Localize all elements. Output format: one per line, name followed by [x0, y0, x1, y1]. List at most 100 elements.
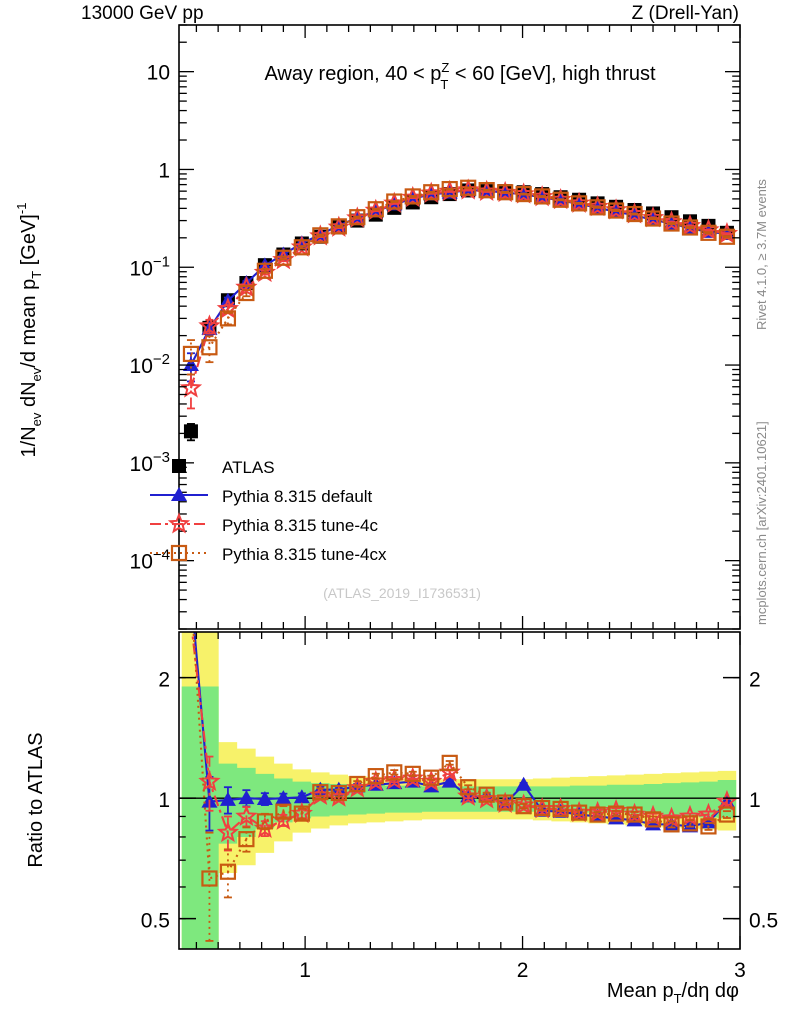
data-point [349, 209, 366, 226]
data-point [663, 215, 680, 232]
data-point [219, 310, 237, 327]
ratio-data-point [423, 769, 440, 786]
ratio-data-point [367, 768, 384, 785]
ratio-data-point [700, 818, 717, 835]
yaxis-label: 1/Nev dNev/d mean pT [GeV]-1 [14, 203, 44, 458]
ratio-data-point [386, 764, 403, 781]
ratio-ytick-label-left: 2 [158, 669, 170, 692]
data-point [183, 424, 198, 439]
ratio-ytick-label-right: 0.5 [749, 910, 778, 933]
ytick-label: 10−3 [130, 449, 170, 476]
data-point [607, 202, 625, 219]
data-point [497, 184, 514, 201]
ratio-data-point [219, 863, 237, 880]
ratio-data-point [644, 811, 662, 828]
ratio-axes-frame [178, 631, 741, 950]
data-point [534, 188, 551, 205]
data-point [552, 191, 569, 208]
data-point [478, 182, 495, 199]
ytick-label: 10 [147, 62, 170, 85]
ratio-data-point [238, 790, 255, 805]
xlabel-post: /dη dφ [682, 980, 739, 1002]
ytick-label: 10−4 [130, 547, 170, 574]
ylabel-a-sub: ev [29, 412, 44, 426]
analysis-watermark: (ATLAS_2019_I1736531) [323, 585, 481, 601]
header-right: Z (Drell-Yan) [632, 3, 739, 24]
data-point [312, 227, 329, 244]
xaxis-label: Mean pT/dη dφ [607, 980, 739, 1006]
ratio-data-point [660, 806, 683, 828]
ratio-data-point [663, 816, 680, 833]
ratio-data-point [256, 813, 273, 830]
data-point [460, 179, 477, 196]
data-point [441, 180, 458, 198]
ytick-label: 10−1 [130, 253, 170, 280]
data-point [626, 205, 643, 223]
title-pre: Away region, 40 < p [264, 63, 441, 85]
ratio-data-point [404, 765, 421, 782]
ratio-data-point [497, 794, 514, 811]
data-point [330, 218, 347, 235]
ratio-data-point [534, 799, 551, 817]
legend-item-pythia-8-315-default[interactable]: Pythia 8.315 default [150, 487, 373, 506]
ratio-data-point [626, 806, 643, 823]
legend-item-atlas[interactable]: ATLAS [172, 458, 275, 477]
ratio-data-point [441, 773, 458, 788]
data-point [423, 184, 440, 201]
side-label-rivet: Rivet 4.1.0, ≥ 3.7M events [754, 179, 769, 330]
data-point [644, 210, 662, 227]
ytick-exponent: −2 [153, 351, 170, 368]
ytick-mantissa: 10 [130, 551, 153, 574]
ytick-mantissa: 10 [130, 453, 153, 476]
data-point [182, 345, 200, 363]
ratio-yaxis-label: Ratio to ATLAS [25, 732, 47, 867]
ratio-data-point [312, 784, 329, 801]
ytick-mantissa: 10 [130, 355, 153, 378]
legend-item-pythia-8-315-tune-4c[interactable]: Pythia 8.315 tune-4c [150, 512, 378, 535]
ratio-data-point [460, 779, 477, 796]
ratio-data-point [238, 831, 255, 848]
svg-text:Away region, 40 < pZT < 60 [Ge: Away region, 40 < pZ T < 60 [GeV], high t… [264, 60, 656, 92]
ratio-data-point [235, 804, 258, 826]
legend-label: Pythia 8.315 tune-4c [222, 516, 378, 535]
data-point [515, 185, 532, 203]
ratio-ytick-label-left: 1 [158, 789, 170, 812]
ratio-ytick-label-right: 1 [749, 789, 761, 812]
ratio-data-point [589, 806, 606, 823]
data-point [201, 339, 218, 356]
data-point [570, 195, 588, 212]
ylabel-c-sub: T [29, 271, 44, 279]
data-point [256, 262, 273, 279]
ratio-data-point [219, 791, 236, 806]
xtick-label: 2 [517, 959, 529, 982]
ratio-plot-panel: 2 2 1 1 0.5 0.5 1 2 3 [141, 631, 778, 982]
title-sub: T [440, 77, 448, 92]
side-label-mcplots: mcplots.cern.ch [arXiv:2401.10621] [754, 421, 769, 625]
xtick-label: 3 [734, 959, 746, 982]
legend: ATLAS Pythia 8.315 default Pythia 8.315 tu… [150, 458, 387, 564]
legend-label: Pythia 8.315 tune-4cx [222, 545, 387, 564]
ylabel-a: 1/N [18, 426, 40, 457]
data-point [367, 201, 384, 218]
ratio-data-point [570, 804, 588, 821]
ratio-data-point [216, 820, 240, 843]
ratio-data-point [700, 814, 717, 829]
data-point [235, 275, 258, 298]
legend-marker-triangle-filled [171, 487, 187, 501]
ratio-data-point [552, 800, 569, 818]
ratio-data-point [293, 805, 310, 822]
data-point [275, 249, 292, 266]
legend-label: Pythia 8.315 default [222, 487, 373, 506]
ratio-data-point [330, 784, 347, 802]
legend-item-pythia-8-315-tune-4cx[interactable]: Pythia 8.315 tune-4cx [150, 544, 387, 564]
ratio-data-point [201, 870, 218, 887]
ylabel-c: /d mean p [18, 279, 40, 368]
legend-label: ATLAS [222, 458, 275, 477]
ratio-ytick-label-left: 0.5 [141, 910, 170, 933]
ratio-data-point [718, 806, 736, 823]
ratio-data-point [275, 790, 292, 805]
legend-marker-square-filled [172, 459, 186, 473]
ytick-mantissa: 10 [130, 257, 153, 280]
